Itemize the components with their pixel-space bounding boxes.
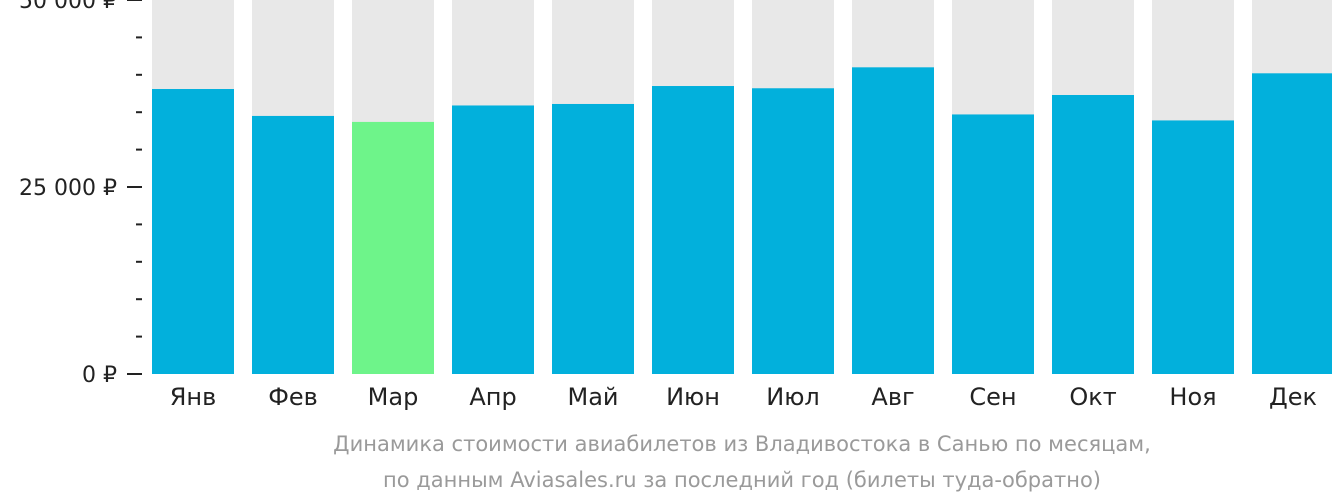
x-category-label: Июн: [666, 383, 720, 411]
bar-11: [1252, 73, 1332, 374]
x-category-label: Ноя: [1169, 383, 1216, 411]
price-bar-chart: 0 ₽ 25 000 ₽ 50 000 ₽ Янв Фев Мар Апр Май Июн Июл…: [19, 0, 1332, 411]
bar-6: [752, 88, 834, 374]
y-tick-label: 25 000 ₽: [19, 176, 117, 201]
y-tick-label: 50 000 ₽: [19, 0, 117, 14]
x-category-label: Фев: [268, 383, 318, 411]
bar-3: [452, 105, 534, 374]
bar-1: [252, 115, 334, 374]
x-category-label: Дек: [1269, 383, 1317, 411]
x-category-label: Май: [567, 383, 618, 411]
x-category-label: Окт: [1069, 383, 1116, 411]
bar-4: [552, 103, 634, 375]
x-category-label: Янв: [170, 383, 217, 411]
bar-8: [952, 114, 1034, 374]
x-category-label: Сен: [969, 383, 1016, 411]
chart-caption-line-1: Динамика стоимости авиабилетов из Владив…: [333, 432, 1151, 456]
bar-7: [852, 67, 934, 374]
bar-9: [1052, 94, 1134, 374]
bar-2: [352, 121, 434, 374]
bar-0: [152, 89, 234, 375]
x-category-label: Апр: [469, 383, 516, 411]
chart-caption-line-2: по данным Aviasales.ru за последний год …: [383, 468, 1101, 492]
x-category-label: Мар: [368, 383, 419, 411]
bar-10: [1152, 120, 1234, 374]
x-category-label: Июл: [766, 383, 820, 411]
bar-5: [652, 86, 734, 375]
y-tick-label: 0 ₽: [82, 363, 117, 388]
x-category-label: Авг: [871, 383, 914, 411]
